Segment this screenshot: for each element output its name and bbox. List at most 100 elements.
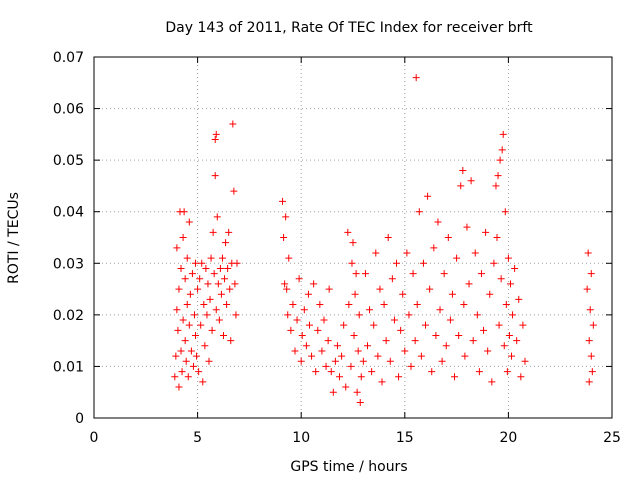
data-point: [173, 306, 181, 314]
data-point: [419, 259, 427, 267]
data-point: [448, 290, 456, 298]
data-point: [320, 316, 328, 324]
data-point: [434, 218, 442, 226]
data-point: [190, 311, 198, 319]
data-point: [221, 275, 229, 283]
x-tick-label: 0: [90, 430, 99, 446]
data-point: [281, 280, 289, 288]
y-tick-label: 0.07: [53, 50, 84, 66]
data-point: [494, 172, 502, 180]
data-point: [584, 249, 592, 257]
data-point: [344, 228, 352, 236]
y-axis-label: ROTI / TECUs: [6, 192, 22, 284]
data-point: [227, 337, 235, 345]
data-point: [233, 259, 241, 267]
data-point: [314, 326, 322, 334]
data-point: [461, 352, 469, 360]
data-point: [486, 290, 494, 298]
data-point: [364, 342, 372, 350]
data-point: [225, 228, 233, 236]
y-tick-label: 0.02: [53, 308, 84, 324]
y-tick-label: 0.04: [53, 205, 84, 221]
data-point: [324, 337, 332, 345]
data-point: [356, 399, 364, 407]
data-point: [226, 285, 234, 293]
data-point: [189, 362, 197, 370]
data-point: [193, 352, 201, 360]
data-point: [455, 331, 463, 339]
data-point: [304, 290, 312, 298]
data-point: [513, 337, 521, 345]
data-point: [460, 301, 468, 309]
data-point: [192, 259, 200, 267]
axis-ticks: [93, 56, 613, 419]
data-point: [442, 342, 450, 350]
data-point: [585, 378, 593, 386]
data-point: [206, 295, 214, 303]
data-point: [297, 357, 305, 365]
data-point: [517, 373, 525, 381]
data-point: [370, 321, 378, 329]
data-point: [171, 373, 179, 381]
data-point: [198, 259, 206, 267]
data-point: [376, 285, 384, 293]
data-point: [194, 285, 202, 293]
data-point: [469, 337, 477, 345]
data-point: [353, 388, 361, 396]
data-point: [384, 234, 392, 241]
data-point: [187, 347, 195, 355]
data-point: [490, 259, 498, 267]
data-point: [482, 228, 490, 236]
data-point: [298, 331, 306, 339]
data-point: [583, 285, 591, 293]
data-point: [205, 357, 213, 365]
data-point: [305, 321, 313, 329]
data-point: [342, 383, 350, 391]
data-point: [473, 311, 481, 319]
data-point: [430, 244, 438, 252]
data-point: [181, 275, 189, 283]
data-point: [477, 270, 485, 278]
data-point: [295, 275, 303, 283]
data-point: [215, 316, 223, 324]
data-point: [338, 352, 346, 360]
data-point: [229, 120, 237, 128]
data-point: [293, 316, 301, 324]
data-point: [196, 275, 204, 283]
data-point: [459, 166, 467, 174]
x-tick-label: 25: [603, 430, 621, 446]
y-tick-label: 0.03: [53, 256, 84, 272]
data-point: [496, 156, 504, 164]
data-point: [201, 342, 209, 350]
data-point: [586, 306, 594, 314]
data-point: [183, 301, 191, 309]
data-point: [354, 347, 362, 355]
data-point: [308, 352, 316, 360]
x-tick-label: 20: [499, 430, 517, 446]
data-point: [457, 182, 465, 190]
data-point: [220, 331, 227, 339]
data-point: [316, 301, 324, 309]
data-point: [372, 249, 380, 257]
data-point: [184, 373, 192, 381]
data-point: [426, 285, 434, 293]
data-point: [217, 290, 225, 298]
data-point: [451, 373, 459, 381]
data-point: [350, 331, 358, 339]
data-point: [207, 254, 215, 262]
data-point: [348, 259, 356, 267]
data-point: [355, 311, 363, 319]
data-point: [179, 234, 187, 241]
data-point: [208, 326, 216, 334]
chart-title: Day 143 of 2011, Rate Of TEC Index for r…: [165, 20, 533, 36]
data-point: [436, 306, 444, 314]
data-point: [212, 306, 220, 314]
data-point: [412, 74, 420, 82]
data-point: [172, 352, 180, 360]
data-point: [211, 172, 219, 180]
data-point: [283, 285, 291, 293]
data-point: [310, 280, 318, 288]
data-point: [174, 326, 182, 334]
data-point: [587, 352, 595, 360]
data-point: [195, 368, 203, 376]
